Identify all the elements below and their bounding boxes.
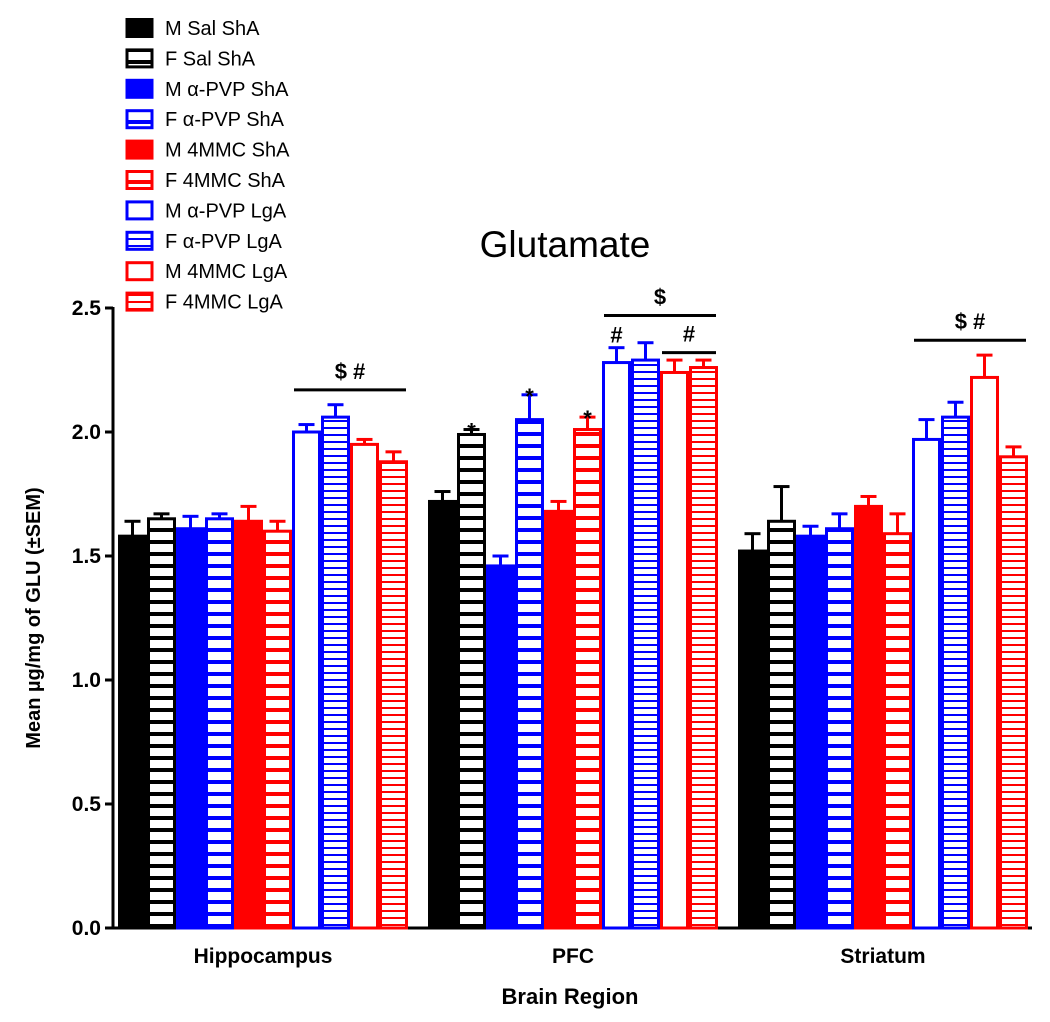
legend-label: M 4MMC ShA xyxy=(165,140,290,162)
y-tick-label: 2.0 xyxy=(72,421,101,444)
significance-marker: * xyxy=(583,406,592,431)
bar xyxy=(767,519,796,930)
bar xyxy=(205,517,234,930)
y-tick-label: 0.0 xyxy=(72,917,101,940)
bar xyxy=(738,549,767,930)
y-tick-label: 1.5 xyxy=(72,545,102,568)
legend-label: M α-PVP ShA xyxy=(165,79,289,101)
y-tick-label: 2.5 xyxy=(72,297,102,320)
chart-title: Glutamate xyxy=(480,224,651,265)
bar xyxy=(176,527,205,930)
y-axis-label: Mean µg/mg of GLU (±SEM) xyxy=(23,487,45,748)
bar xyxy=(263,529,292,930)
legend-swatch xyxy=(125,230,154,251)
legend-swatch xyxy=(125,200,154,221)
legend-label: F Sal ShA xyxy=(165,48,256,70)
significance-marker: $ # xyxy=(955,309,986,334)
legend-label: M 4MMC LgA xyxy=(165,261,288,283)
bar xyxy=(292,430,321,930)
significance-marker: # xyxy=(683,322,695,347)
x-axis-label: Brain Region xyxy=(502,984,639,1009)
legend-swatch xyxy=(125,109,154,130)
legend-swatch xyxy=(125,78,154,99)
legend-swatch xyxy=(125,48,154,69)
legend-swatch xyxy=(125,291,154,312)
bar xyxy=(883,532,912,930)
significance-marker: * xyxy=(467,419,476,444)
significance-marker: # xyxy=(610,323,622,348)
x-tick-label: PFC xyxy=(552,945,594,968)
legend-label: F 4MMC LgA xyxy=(165,292,283,314)
bar xyxy=(457,432,486,930)
bar xyxy=(970,375,999,930)
x-tick-label: Striatum xyxy=(840,945,925,968)
bar xyxy=(573,428,602,930)
legend-label: F α-PVP ShA xyxy=(165,109,285,131)
bar xyxy=(428,499,457,930)
bar xyxy=(234,519,263,930)
bar xyxy=(999,455,1028,930)
legend-swatch xyxy=(125,139,154,160)
bar xyxy=(825,527,854,930)
bar xyxy=(660,370,689,930)
bar xyxy=(912,437,941,930)
significance-marker: * xyxy=(525,384,534,409)
bar xyxy=(486,564,515,930)
bar xyxy=(118,534,147,930)
legend-swatch xyxy=(125,18,154,38)
legend-label: M Sal ShA xyxy=(165,18,260,40)
significance-marker: $ xyxy=(654,284,666,309)
legend-label: M α-PVP LgA xyxy=(165,200,287,222)
bar xyxy=(602,361,631,930)
bar xyxy=(941,415,970,930)
bar xyxy=(147,517,176,930)
legend-swatch xyxy=(125,261,154,282)
bar xyxy=(379,460,408,930)
bar xyxy=(689,366,718,930)
significance-marker: $ # xyxy=(335,359,366,384)
bar xyxy=(796,534,825,930)
bar xyxy=(350,442,379,930)
bar xyxy=(854,504,883,930)
x-tick-label: Hippocampus xyxy=(194,945,333,968)
legend-label: F α-PVP LgA xyxy=(165,231,282,253)
y-tick-label: 0.5 xyxy=(72,793,102,816)
legend-swatch xyxy=(125,170,154,190)
bar xyxy=(515,418,544,930)
bar xyxy=(321,415,350,930)
legend-label: F 4MMC ShA xyxy=(165,170,286,192)
bar xyxy=(544,509,573,930)
y-tick-label: 1.0 xyxy=(72,669,101,692)
bar xyxy=(631,358,660,930)
